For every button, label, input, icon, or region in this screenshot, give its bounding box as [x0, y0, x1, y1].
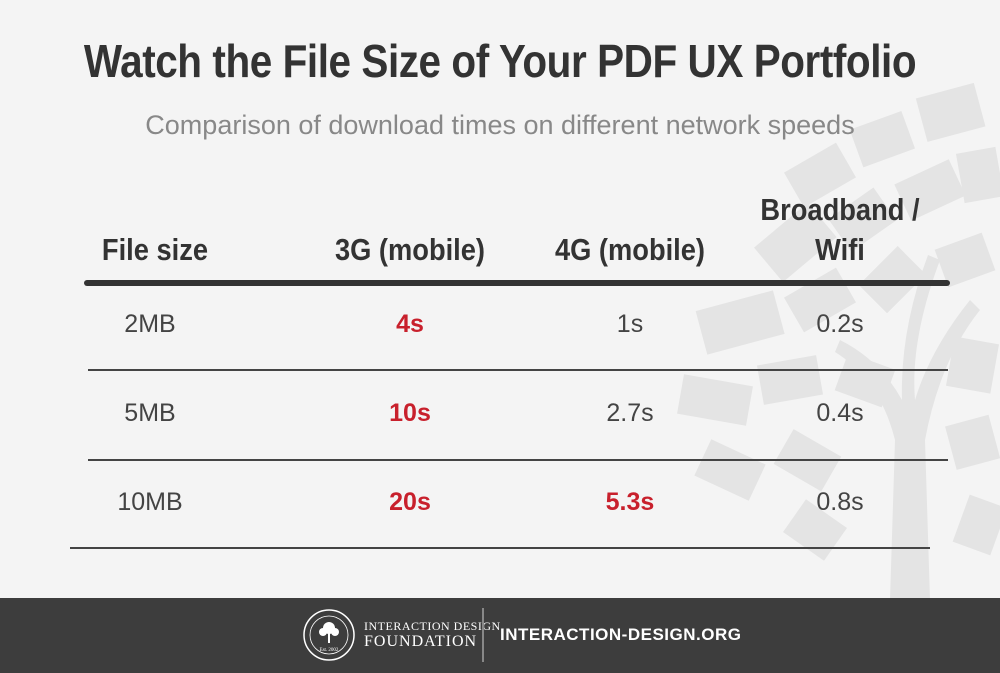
column-header-file-size: File size [101, 232, 209, 267]
cell-4g: 1s [616, 310, 644, 338]
cell-3g: 20s [389, 488, 431, 516]
cell-broadband: 0.8s [816, 488, 864, 516]
footer-divider [482, 608, 484, 662]
column-header-broadband-line1: Broadband / [760, 192, 920, 227]
footer-url-link[interactable]: INTERACTION-DESIGN.ORG [500, 625, 742, 644]
cell-broadband: 0.2s [816, 310, 864, 338]
cell-file-size: 2MB [124, 310, 176, 338]
svg-text:Est. 2002: Est. 2002 [320, 648, 339, 653]
column-header-broadband-line2: Wifi [815, 232, 865, 267]
footer-bar: Est. 2002 INTERACTION DESIGN FOUNDATION … [0, 598, 1000, 673]
row-divider [88, 459, 948, 461]
cell-3g: 10s [389, 399, 431, 427]
cell-3g: 4s [396, 310, 424, 338]
cell-4g: 5.3s [605, 488, 655, 516]
page-title: Watch the File Size of Your PDF UX Portf… [83, 35, 917, 87]
row-divider [88, 369, 948, 371]
cell-4g: 2.7s [606, 399, 654, 427]
logo-line2: FOUNDATION [364, 633, 478, 650]
cell-file-size: 5MB [124, 399, 176, 427]
row-divider [70, 547, 930, 549]
column-header-4g: 4G (mobile) [554, 232, 706, 267]
cell-broadband: 0.4s [816, 399, 864, 427]
header-divider [84, 280, 950, 286]
foundation-logo-text: INTERACTION DESIGN FOUNDATION [364, 618, 501, 650]
column-header-3g: 3G (mobile) [334, 232, 486, 267]
foundation-seal-icon: Est. 2002 [303, 609, 355, 661]
logo-line1: INTERACTION DESIGN [364, 619, 501, 633]
cell-file-size: 10MB [117, 488, 183, 516]
page-subtitle: Comparison of download times on differen… [145, 110, 855, 140]
